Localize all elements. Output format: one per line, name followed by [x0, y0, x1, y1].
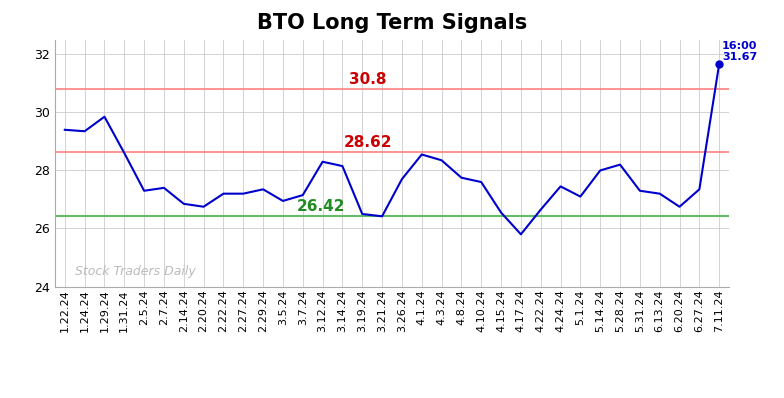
Text: 28.62: 28.62 — [344, 135, 393, 150]
Text: 26.42: 26.42 — [297, 199, 345, 214]
Point — [713, 61, 725, 67]
Title: BTO Long Term Signals: BTO Long Term Signals — [257, 13, 527, 33]
Text: Stock Traders Daily: Stock Traders Daily — [74, 265, 195, 278]
Text: 16:00
31.67: 16:00 31.67 — [722, 41, 757, 62]
Text: 30.8: 30.8 — [350, 72, 387, 87]
